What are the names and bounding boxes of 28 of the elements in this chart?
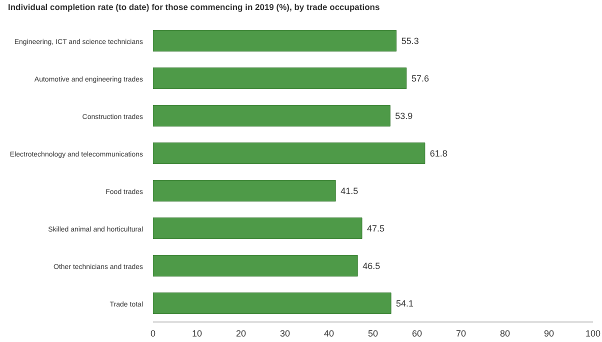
bar <box>153 68 407 89</box>
x-tick-label: 10 <box>192 328 202 338</box>
x-tick-label: 60 <box>412 328 422 338</box>
data-label: 47.5 <box>367 223 385 234</box>
bar <box>153 105 390 126</box>
bar <box>153 218 362 239</box>
data-label: 54.1 <box>396 298 414 308</box>
x-tick-label: 80 <box>500 328 510 338</box>
x-tick-label: 20 <box>236 328 246 338</box>
x-tick-label: 0 <box>150 328 156 338</box>
x-tick-label: 50 <box>368 328 378 338</box>
data-label: 53.9 <box>395 110 413 121</box>
x-tick-label: 70 <box>456 328 466 338</box>
x-tick-label: 40 <box>324 328 334 338</box>
bar <box>153 30 397 52</box>
data-label: 55.3 <box>401 36 419 46</box>
x-tick-label: 100 <box>585 328 601 338</box>
data-label: 57.6 <box>411 73 429 84</box>
bar <box>153 292 392 314</box>
bar <box>153 255 358 276</box>
chart-title: Individual completion rate (to date) for those commencing in 2019 (%), by trade occupations <box>8 2 380 12</box>
data-label: 46.5 <box>362 260 380 271</box>
x-tick-label: 30 <box>280 328 290 338</box>
bar <box>153 180 336 202</box>
data-label: 41.5 <box>340 186 358 196</box>
x-tick-label: 90 <box>544 328 554 338</box>
bar <box>153 142 426 164</box>
data-label: 61.8 <box>430 148 448 158</box>
